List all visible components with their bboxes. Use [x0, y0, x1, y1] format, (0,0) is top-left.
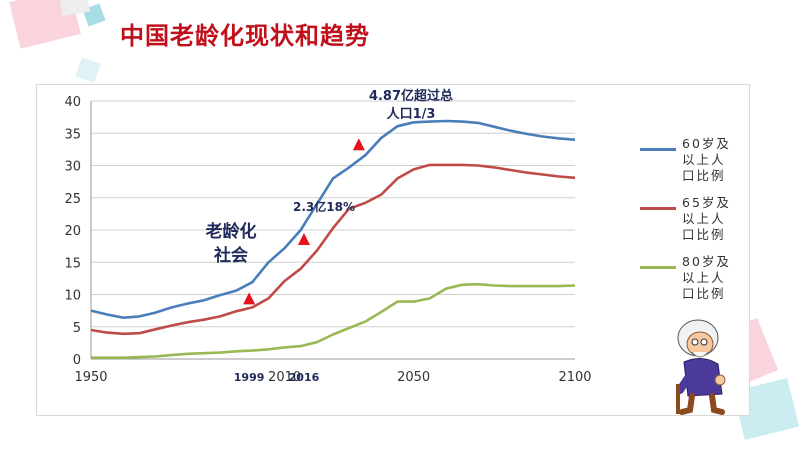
series-line-2: [91, 282, 576, 360]
series-lines: [90, 119, 576, 360]
y-tick-label: 25: [64, 192, 81, 207]
chart-panel: 0 5 10 15 20 25 30 35 40 1950 2050 2100 1999 2010 201…: [36, 84, 750, 416]
x-tick-label: 1999: [234, 371, 265, 384]
y-axis: 0 5 10 15 20 25 30 35 40: [64, 95, 92, 368]
y-tick-label: 10: [64, 289, 81, 304]
legend-line-text: 以上人: [682, 152, 726, 167]
legend-label: 80岁及 以上人 口比例: [682, 254, 744, 302]
legend-swatch: [640, 266, 676, 269]
x-tick-label: 2050: [397, 370, 430, 385]
legend-line-text: 以上人: [682, 270, 726, 285]
annotation-markers: [243, 138, 365, 305]
legend-line-text: 口比例: [682, 168, 726, 183]
annotation-marker: [297, 233, 310, 246]
legend-line-text: 口比例: [682, 286, 726, 301]
x-tick-label: 2100: [558, 370, 591, 385]
y-tick-label: 0: [73, 353, 81, 368]
x-tick-label: 2010: [268, 370, 301, 385]
page-title: 中国老龄化现状和趋势: [120, 22, 370, 50]
annotation-text: 4.87亿超过总: [368, 89, 454, 104]
legend-swatch: [640, 207, 676, 210]
legend-line-text: 口比例: [682, 227, 726, 242]
y-tick-label: 30: [64, 160, 81, 175]
y-tick-label: 15: [64, 256, 81, 271]
annotation-marker: [243, 292, 256, 305]
legend-line-text: 以上人: [682, 211, 726, 226]
series-line-1: [90, 163, 576, 336]
y-tick-label: 5: [73, 321, 81, 336]
y-tick-label: 40: [64, 95, 81, 110]
legend-swatch: [640, 148, 676, 151]
x-tick-label: 2016: [289, 371, 320, 384]
legend-line-text: 60岁及: [682, 136, 731, 151]
legend-line-text: 80岁及: [682, 254, 731, 269]
annotation-2050: 4.87亿超过总 人口1/3: [356, 88, 466, 124]
y-tick-label: 20: [64, 224, 81, 239]
annotation-text: 2.3亿18%: [293, 200, 355, 214]
decor-teal-square-left: [75, 57, 101, 83]
legend-line-text: 65岁及: [682, 195, 731, 210]
legend-label: 65岁及 以上人 口比例: [682, 195, 744, 243]
elderly-man-illustration: [676, 319, 726, 415]
annotation-2016: 2.3亿18%: [284, 198, 364, 215]
annotation-text: 人口1/3: [386, 107, 436, 122]
series-line-0: [90, 119, 576, 319]
x-tick-label: 1950: [74, 370, 107, 385]
legend-label: 60岁及 以上人 口比例: [682, 136, 744, 184]
annotation-marker: [352, 138, 365, 151]
y-tick-label: 35: [64, 127, 81, 142]
line-chart: 0 5 10 15 20 25 30 35 40 1950 2050 2100 1999 2010201…: [64, 95, 592, 385]
annotation-text: 社会: [214, 246, 248, 266]
annotation-aging-society: 老龄化 社会: [196, 220, 266, 268]
annotation-text: 老龄化: [205, 222, 257, 242]
